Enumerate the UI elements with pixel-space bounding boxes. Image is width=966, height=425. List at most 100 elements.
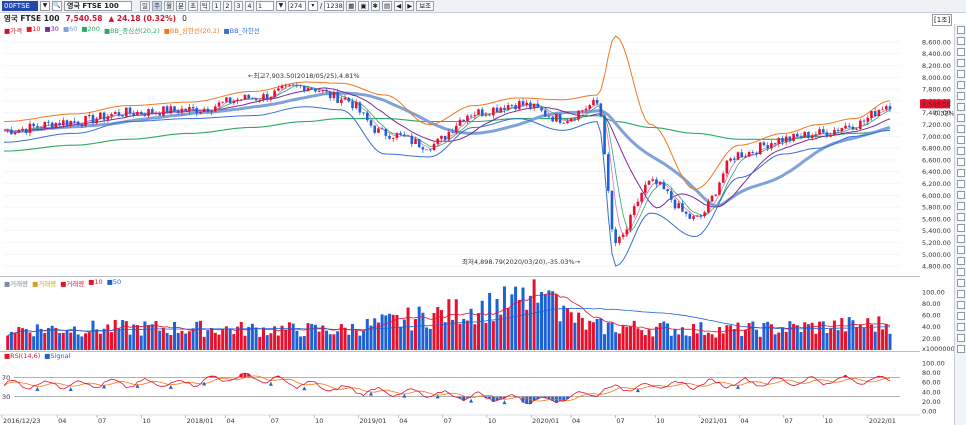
candle-body xyxy=(6,129,10,131)
delete-icon[interactable] xyxy=(957,169,965,177)
legend-price[interactable]: ■가격 xyxy=(4,27,23,35)
note-icon[interactable] xyxy=(957,279,965,287)
period-tick-button[interactable]: 틱 xyxy=(199,1,210,11)
candle-body xyxy=(65,120,69,126)
volume-bar xyxy=(488,292,492,350)
legend-rsi[interactable]: ■RSI(14,6) xyxy=(4,352,41,360)
legend-ma200[interactable]: ■200 xyxy=(81,25,100,33)
symbol-code-input[interactable]: 00FTSE xyxy=(2,1,38,11)
interval-1-button[interactable]: 1 xyxy=(211,1,221,11)
rect-tool-icon[interactable] xyxy=(957,125,965,133)
rsi-buy-arrow xyxy=(635,388,640,393)
legend-volume[interactable]: ■거래량 xyxy=(4,280,29,288)
interval-3-button[interactable]: 3 xyxy=(233,1,243,11)
volume-bar xyxy=(276,335,280,350)
count-stepper-icon[interactable]: ▾ xyxy=(307,1,318,11)
rsi-axis-label: 60.00 xyxy=(922,379,941,387)
view-aux-button[interactable]: 보조 xyxy=(416,1,435,11)
volume-bar xyxy=(625,326,629,350)
candle-body xyxy=(117,112,121,116)
symbol-name-field[interactable]: 영국 FTSE 100 xyxy=(64,1,132,11)
legend-vol-ma50[interactable]: ■50 xyxy=(106,278,122,286)
trendline-tool-icon[interactable] xyxy=(957,48,965,56)
candle-body xyxy=(503,107,506,110)
chart-type-icon[interactable]: ▦ xyxy=(346,1,357,11)
volume-bar xyxy=(228,328,232,350)
crosshair-tool-icon[interactable] xyxy=(957,37,965,45)
prev-arrow-icon[interactable]: ◀ xyxy=(394,1,404,11)
candle-body xyxy=(870,110,873,118)
collapse-icon[interactable] xyxy=(957,345,965,353)
symbol-dropdown-icon[interactable]: ▼ xyxy=(40,1,50,11)
eye-icon[interactable] xyxy=(957,202,965,210)
candle-body xyxy=(310,88,313,89)
period-week-button[interactable]: 주 xyxy=(151,1,162,11)
period-day-button[interactable]: 일 xyxy=(140,1,150,11)
count-input[interactable]: 274 xyxy=(287,1,306,11)
search-icon[interactable]: 🔍 xyxy=(52,1,62,11)
save-icon[interactable]: ▣ xyxy=(358,1,369,11)
zoom-in-icon[interactable] xyxy=(957,147,965,155)
volume-bar xyxy=(640,330,644,350)
volume-bar xyxy=(688,336,692,350)
interval-4-button[interactable]: 4 xyxy=(244,1,254,11)
legend-ma10[interactable]: ■10 xyxy=(26,25,41,33)
volume-bar xyxy=(410,330,414,350)
legend-ma60[interactable]: ■60 xyxy=(62,25,78,33)
period-month-button[interactable]: 월 xyxy=(163,1,174,11)
legend-volume-up[interactable]: ■거래량 xyxy=(32,280,57,288)
arrow-tool-icon[interactable] xyxy=(957,114,965,122)
settings-gear-icon[interactable]: ✱ xyxy=(370,1,381,11)
volume-bar xyxy=(413,319,417,350)
period-icon[interactable] xyxy=(957,268,965,276)
gann-icon[interactable] xyxy=(957,235,965,243)
wave-icon[interactable] xyxy=(957,246,965,254)
volume-bar xyxy=(881,329,885,350)
legend-vol-ma10[interactable]: ■10 xyxy=(88,278,103,286)
rsi-axis-label: 80.00 xyxy=(922,369,941,377)
export-icon[interactable] xyxy=(957,301,965,309)
cycle-icon[interactable] xyxy=(957,257,965,265)
volume-bar xyxy=(24,329,28,350)
interval-dropdown-icon[interactable]: ▼ xyxy=(275,1,286,11)
volume-bar xyxy=(844,331,848,350)
text-tool-icon[interactable] xyxy=(957,103,965,111)
fibonacci-tool-icon[interactable] xyxy=(957,92,965,100)
more-icon[interactable] xyxy=(957,334,965,342)
legend-ma30[interactable]: ■30 xyxy=(44,25,59,33)
volume-bar xyxy=(547,290,551,350)
pitchfork-icon[interactable] xyxy=(957,224,965,232)
candle-body xyxy=(799,136,803,138)
grid-icon[interactable]: ▤ xyxy=(382,1,393,11)
zoom-out-icon[interactable] xyxy=(957,158,965,166)
cursor-tool-icon[interactable] xyxy=(957,26,965,34)
circle-tool-icon[interactable] xyxy=(957,136,965,144)
lock-icon[interactable] xyxy=(957,191,965,199)
legend-bb-upper[interactable]: ■BB_상한선(20,2) xyxy=(163,27,220,35)
candle-body xyxy=(13,132,17,135)
interval-input[interactable]: 1 xyxy=(255,1,274,11)
interval-2-button[interactable]: 2 xyxy=(222,1,232,11)
candle-body xyxy=(681,203,684,212)
period-minute-button[interactable]: 분 xyxy=(175,1,186,11)
channel-tool-icon[interactable] xyxy=(957,81,965,89)
legend-bb-mid[interactable]: ■BB_중심선(20,2) xyxy=(103,27,160,35)
magnet-icon[interactable] xyxy=(957,180,965,188)
candle-body xyxy=(139,112,143,115)
legend-volume-down[interactable]: ■거래량 xyxy=(60,280,85,288)
legend-signal[interactable]: ■Signal xyxy=(44,352,71,360)
vline-tool-icon[interactable] xyxy=(957,70,965,78)
settings-icon[interactable] xyxy=(957,312,965,320)
candle-body xyxy=(610,190,614,230)
period-second-button[interactable]: 초 xyxy=(187,1,198,11)
print-icon[interactable] xyxy=(957,290,965,298)
help-icon[interactable] xyxy=(957,323,965,331)
next-arrow-icon[interactable]: ▶ xyxy=(405,1,415,11)
hline-tool-icon[interactable] xyxy=(957,59,965,67)
legend-bb-lower[interactable]: ■BB_하한선 xyxy=(223,27,260,35)
candle-body xyxy=(102,112,106,120)
view-toggle-button[interactable]: [1조] xyxy=(932,14,953,26)
volume-bar xyxy=(362,330,366,350)
ruler-icon[interactable] xyxy=(957,213,965,221)
